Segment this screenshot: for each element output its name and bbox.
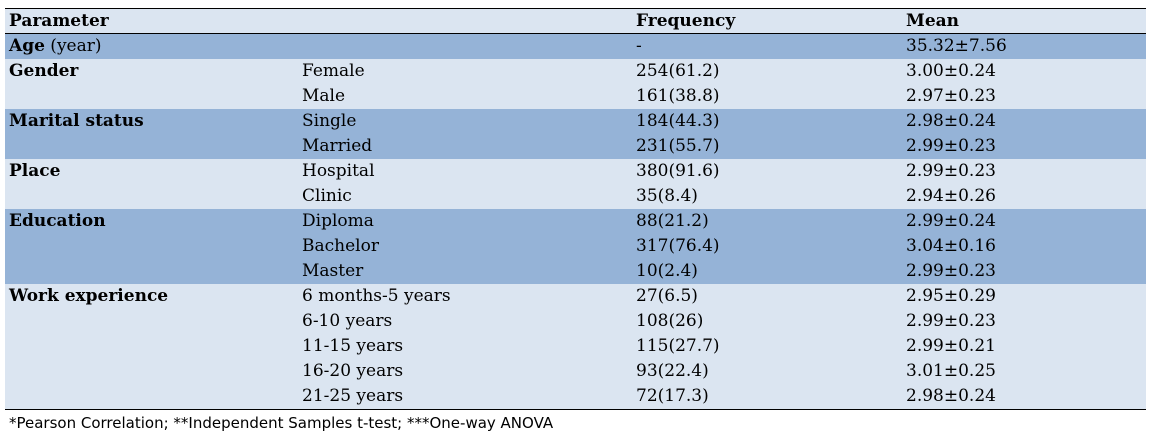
frequency-cell: 72(17.3) xyxy=(632,384,902,410)
parameter-cell xyxy=(5,334,298,359)
mean-cell: 2.99±0.23 xyxy=(902,259,1146,284)
parameter-cell xyxy=(5,359,298,384)
frequency-cell: 10(2.4) xyxy=(632,259,902,284)
table-row: Master 10(2.4) 2.99±0.23 xyxy=(5,259,1146,284)
frequency-cell: 115(27.7) xyxy=(632,334,902,359)
table-row: Male 161(38.8) 2.97±0.23 xyxy=(5,84,1146,109)
frequency-cell: 184(44.3) xyxy=(632,109,902,134)
frequency-cell: 27(6.5) xyxy=(632,284,902,309)
frequency-cell: 317(76.4) xyxy=(632,234,902,259)
table-row: Age (year) -35.32±7.56 xyxy=(5,33,1146,59)
subcategory-cell: Male xyxy=(298,84,632,109)
table-row: Work experience 6 months-5 years 27(6.5) 2.… xyxy=(5,284,1146,309)
frequency-cell: 161(38.8) xyxy=(632,84,902,109)
frequency-cell: 108(26) xyxy=(632,309,902,334)
mean-cell: 2.98±0.24 xyxy=(902,384,1146,410)
subcategory-cell: Female xyxy=(298,59,632,84)
subcategory-cell: Hospital xyxy=(298,159,632,184)
table-footnote: *Pearson Correlation; **Independent Samp… xyxy=(9,414,554,432)
mean-cell: 2.99±0.23 xyxy=(902,309,1146,334)
mean-cell: 2.94±0.26 xyxy=(902,184,1146,209)
table-row: Married 231(55.7) 2.99±0.23 xyxy=(5,134,1146,159)
mean-cell: 3.04±0.16 xyxy=(902,234,1146,259)
subcategory-cell: 6-10 years xyxy=(298,309,632,334)
subcategory-cell: 6 months-5 years xyxy=(298,284,632,309)
parameter-label: Place xyxy=(9,161,61,181)
parameter-cell: Marital status xyxy=(5,109,298,134)
subcategory-cell: Single xyxy=(298,109,632,134)
header-row: Parameter Frequency Mean xyxy=(5,8,1146,34)
frequency-cell: 88(21.2) xyxy=(632,209,902,234)
table-row: 11-15 years 115(27.7) 2.99±0.21 xyxy=(5,334,1146,359)
parameter-cell: Gender xyxy=(5,59,298,84)
mean-cell: 35.32±7.56 xyxy=(902,33,1146,59)
header-subcategory xyxy=(298,8,632,34)
table-row: 6-10 years 108(26) 2.99±0.23 xyxy=(5,309,1146,334)
table-row: Bachelor 317(76.4) 3.04±0.16 xyxy=(5,234,1146,259)
subcategory-cell: 21-25 years xyxy=(298,384,632,410)
parameter-label: Work experience xyxy=(9,286,169,306)
mean-cell: 2.98±0.24 xyxy=(902,109,1146,134)
parameter-label: Marital status xyxy=(9,111,144,131)
subcategory-cell xyxy=(298,33,632,59)
parameter-table: Parameter Frequency Mean Age (year) -35.3… xyxy=(5,8,1146,410)
table-row: Place Hospital 380(91.6) 2.99±0.23 xyxy=(5,159,1146,184)
mean-cell: 2.99±0.23 xyxy=(902,134,1146,159)
parameter-cell xyxy=(5,259,298,284)
table-row: Marital status Single 184(44.3) 2.98±0.24 xyxy=(5,109,1146,134)
table-row: 16-20 years 93(22.4) 3.01±0.25 xyxy=(5,359,1146,384)
subcategory-cell: 11-15 years xyxy=(298,334,632,359)
parameter-cell xyxy=(5,84,298,109)
parameter-cell: Education xyxy=(5,209,298,234)
subcategory-cell: Master xyxy=(298,259,632,284)
parameter-cell: Age (year) xyxy=(5,33,298,59)
frequency-cell: 231(55.7) xyxy=(632,134,902,159)
table-row: Gender Female 254(61.2) 3.00±0.24 xyxy=(5,59,1146,84)
table-row: Clinic 35(8.4) 2.94±0.26 xyxy=(5,184,1146,209)
subcategory-cell: Married xyxy=(298,134,632,159)
header-mean: Mean xyxy=(902,8,1146,34)
subcategory-cell: Clinic xyxy=(298,184,632,209)
mean-cell: 2.99±0.23 xyxy=(902,159,1146,184)
parameter-cell: Work experience xyxy=(5,284,298,309)
subcategory-cell: Diploma xyxy=(298,209,632,234)
parameter-cell xyxy=(5,134,298,159)
parameter-unit: (year) xyxy=(44,36,102,56)
parameter-cell: Place xyxy=(5,159,298,184)
parameter-cell xyxy=(5,309,298,334)
parameter-label: Age xyxy=(9,36,45,56)
mean-cell: 2.99±0.24 xyxy=(902,209,1146,234)
table-row: Education Diploma 88(21.2) 2.99±0.24 xyxy=(5,209,1146,234)
frequency-cell: 35(8.4) xyxy=(632,184,902,209)
table-row: 21-25 years 72(17.3) 2.98±0.24 xyxy=(5,384,1146,410)
parameter-label: Education xyxy=(9,211,106,231)
mean-cell: 3.00±0.24 xyxy=(902,59,1146,84)
parameter-cell xyxy=(5,384,298,410)
table-body: Age (year) -35.32±7.56 Gender Female 254(61.… xyxy=(5,33,1146,410)
parameter-cell xyxy=(5,234,298,259)
table-header: Parameter Frequency Mean xyxy=(5,8,1146,34)
frequency-cell: - xyxy=(632,33,902,59)
header-parameter: Parameter xyxy=(5,8,298,34)
frequency-cell: 93(22.4) xyxy=(632,359,902,384)
subcategory-cell: 16-20 years xyxy=(298,359,632,384)
header-frequency: Frequency xyxy=(632,8,902,34)
parameter-cell xyxy=(5,184,298,209)
subcategory-cell: Bachelor xyxy=(298,234,632,259)
mean-cell: 2.99±0.21 xyxy=(902,334,1146,359)
mean-cell: 2.97±0.23 xyxy=(902,84,1146,109)
data-table-container: Parameter Frequency Mean Age (year) -35.3… xyxy=(5,8,1146,410)
frequency-cell: 380(91.6) xyxy=(632,159,902,184)
frequency-cell: 254(61.2) xyxy=(632,59,902,84)
parameter-label: Gender xyxy=(9,61,79,81)
mean-cell: 3.01±0.25 xyxy=(902,359,1146,384)
mean-cell: 2.95±0.29 xyxy=(902,284,1146,309)
